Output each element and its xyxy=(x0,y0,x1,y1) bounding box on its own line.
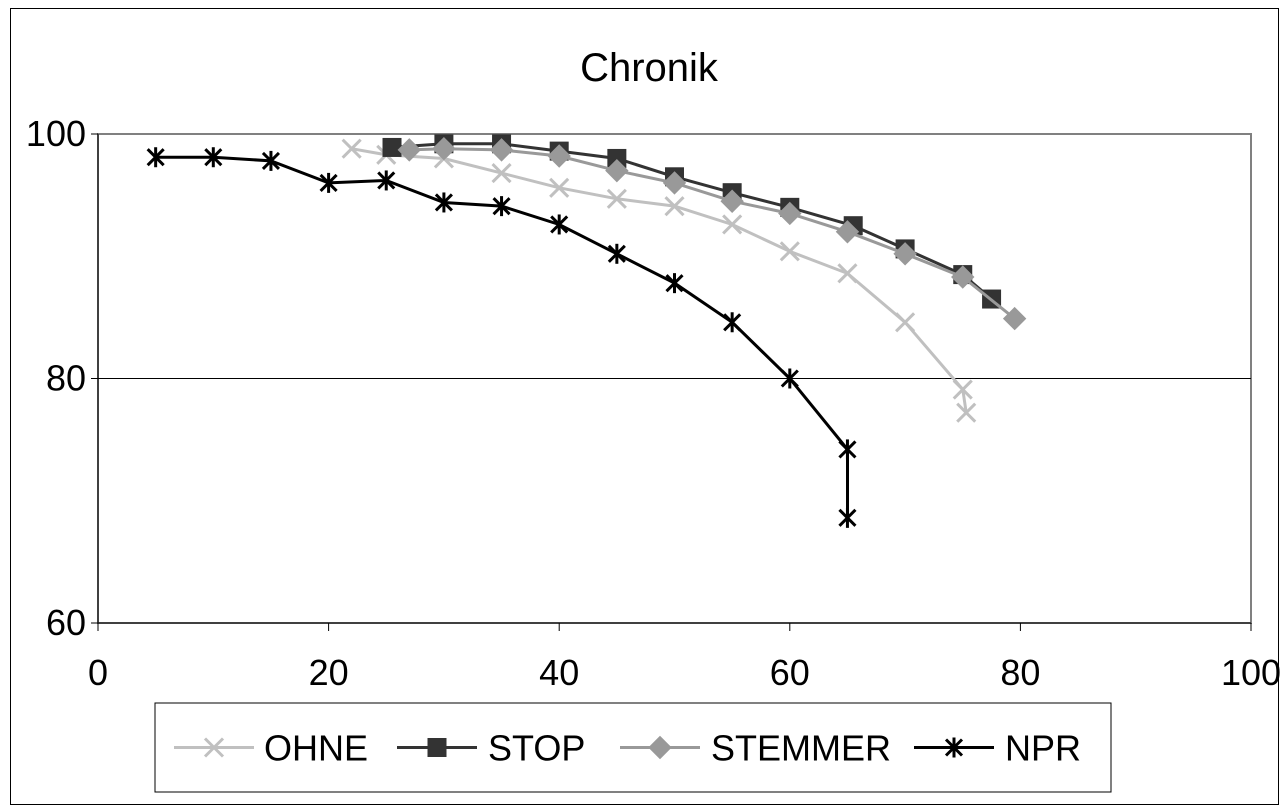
legend-label: OHNE xyxy=(264,728,368,769)
data-point-stop xyxy=(382,137,402,157)
legend-marker xyxy=(427,738,447,757)
data-point-ohne xyxy=(664,196,685,217)
data-point-ohne xyxy=(779,241,800,262)
data-point-npr xyxy=(550,214,569,235)
series-line-ohne xyxy=(351,147,968,413)
chart-area: Chronik 60 80 100 0 20 40 60 80 100 OHNE STOP STEM… xyxy=(10,8,1280,805)
y-tick-label: 80 xyxy=(46,358,86,399)
series-npr xyxy=(146,147,857,528)
data-point-stemmer xyxy=(720,189,744,213)
data-point-npr xyxy=(377,170,396,191)
data-point-stemmer xyxy=(489,138,514,162)
data-point-stemmer xyxy=(1002,306,1027,331)
y-tick-label: 60 xyxy=(46,602,86,643)
legend-marker xyxy=(648,735,672,760)
data-point-npr xyxy=(780,368,799,389)
data-point-ohne xyxy=(491,163,512,184)
data-point-stemmer xyxy=(432,136,456,161)
data-point-stemmer xyxy=(662,171,687,195)
data-point-ohne xyxy=(956,402,977,423)
data-point-ohne xyxy=(952,379,973,400)
data-point-npr xyxy=(204,147,223,168)
series-line-npr xyxy=(155,155,849,518)
data-point-stemmer xyxy=(778,201,802,226)
chart-title: Chronik xyxy=(580,46,719,90)
data-point-ohne xyxy=(722,214,743,235)
data-point-npr xyxy=(838,439,857,460)
series-stop xyxy=(382,134,1002,309)
data-point-stemmer xyxy=(893,242,917,266)
data-point-stemmer xyxy=(835,220,860,244)
data-point-ohne xyxy=(341,138,362,159)
x-tick-label: 20 xyxy=(309,652,349,693)
data-point-npr xyxy=(723,312,742,333)
legend-marker xyxy=(944,737,964,758)
data-point-npr xyxy=(665,273,684,294)
data-point-ohne xyxy=(549,177,570,198)
data-point-stemmer xyxy=(605,158,629,183)
legend-item-npr: NPR xyxy=(914,728,1081,769)
legend-item-ohne: OHNE xyxy=(174,728,368,769)
data-point-npr xyxy=(434,192,453,213)
data-point-ohne xyxy=(606,188,627,209)
chart-svg: Chronik 60 80 100 0 20 40 60 80 100 OHNE STOP STEM… xyxy=(26,46,1280,793)
data-point-npr xyxy=(838,507,857,528)
x-tick-label: 80 xyxy=(1000,652,1040,693)
data-point-npr xyxy=(319,172,338,193)
data-point-stemmer xyxy=(397,138,422,162)
data-point-ohne xyxy=(895,312,916,333)
legend-marker xyxy=(203,737,225,758)
data-point-npr xyxy=(261,150,281,171)
series-stemmer xyxy=(397,136,1027,331)
x-tick-label: 60 xyxy=(770,652,810,693)
x-tick-label: 100 xyxy=(1221,652,1280,693)
data-point-npr xyxy=(607,243,626,264)
series-ohne xyxy=(341,138,977,423)
data-point-stemmer xyxy=(547,144,571,168)
data-point-ohne xyxy=(837,263,858,284)
x-tick-label: 0 xyxy=(88,652,108,693)
x-tick-label: 40 xyxy=(539,652,579,693)
data-point-stemmer xyxy=(951,265,975,289)
plot-layer: 60 80 100 0 20 40 60 80 100 xyxy=(26,113,1280,693)
legend-label: STEMMER xyxy=(711,728,891,769)
legend-item-stemmer: STEMMER xyxy=(620,728,891,769)
legend-label: STOP xyxy=(488,728,585,769)
legend: OHNE STOP STEMMER NPR xyxy=(154,702,1112,793)
legend-label: NPR xyxy=(1005,728,1081,769)
legend-item-stop: STOP xyxy=(397,728,585,769)
data-point-npr xyxy=(146,147,165,168)
y-tick-label: 100 xyxy=(26,113,86,154)
data-point-npr xyxy=(492,196,511,217)
